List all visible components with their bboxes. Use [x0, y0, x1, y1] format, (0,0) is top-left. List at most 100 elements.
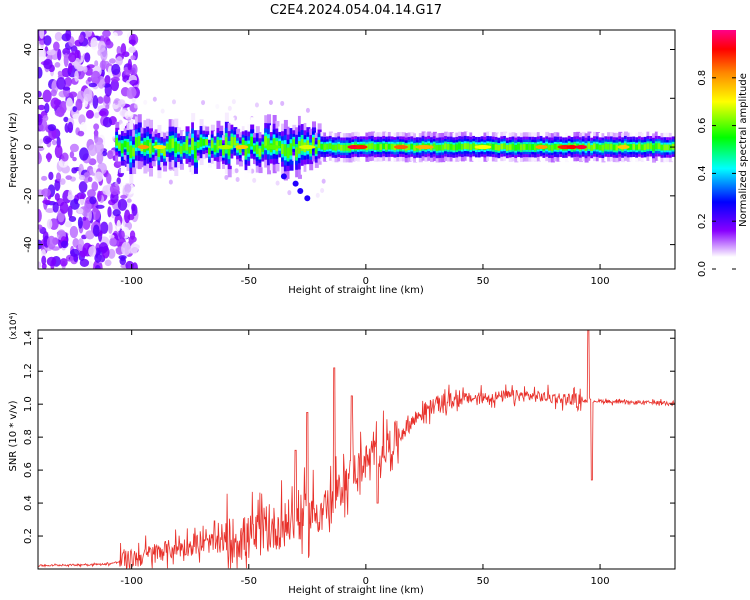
heatmap-band-cell [281, 143, 286, 155]
heatmap-peak-cell [535, 145, 548, 150]
heatmap-peak-cell [617, 145, 630, 150]
heatmap-scatter-cell [234, 168, 239, 174]
heatmap-noise-cell [43, 35, 52, 46]
heatmap-noise-cell [102, 30, 111, 38]
heatmap-noise-cell [39, 30, 45, 39]
heatmap-band-cell [469, 144, 474, 150]
snr-x-label: Height of straight line (km) [288, 585, 424, 596]
x-tick-label: 100 [591, 576, 610, 587]
heatmap-band-cell [666, 144, 671, 151]
heatmap-band-cell [387, 143, 392, 150]
heatmap-noise-cell [73, 253, 79, 263]
heatmap-band-cell [188, 146, 193, 154]
heatmap-noise-cell [54, 109, 65, 117]
heatmap-band-cell [331, 144, 336, 151]
heatmap-band-cell [455, 144, 460, 151]
heatmap-band-cell [368, 143, 373, 150]
heatmap-noise-cell [41, 255, 47, 266]
heatmap-band-cell [382, 143, 387, 150]
heatmap-noise-cell [67, 189, 73, 201]
heatmap-noise-cell [64, 77, 73, 87]
heatmap-noise-cell [38, 261, 42, 269]
heatmap-noise-cell [127, 58, 133, 73]
colorbar-label: Normalized spectral amplitude [738, 73, 749, 227]
heatmap-noise-cell [70, 198, 80, 210]
heatmap-noise-cell [64, 221, 72, 228]
heatmap-scatter-cell [160, 108, 165, 114]
spectrogram-y-ticks: -40 -20 0 20 40 [23, 43, 675, 253]
heatmap-band-cell [334, 144, 339, 151]
heatmap-band-cell [219, 139, 224, 148]
heatmap-band-cell [371, 143, 376, 150]
heatmap-band-cell [342, 144, 347, 151]
heatmap-band-cell [632, 143, 637, 150]
heatmap-band-cell [146, 139, 151, 151]
heatmap-noise-cell [54, 193, 60, 201]
heatmap-noise-cell [41, 263, 47, 269]
heatmap-noise-cell [42, 89, 52, 103]
y-tick-label: 0.4 [23, 495, 34, 511]
heatmap-noise-cell [69, 151, 75, 159]
heatmap-band-cell [250, 136, 255, 147]
heatmap-band-cell [134, 137, 139, 148]
heatmap-band-cell [165, 143, 170, 150]
heatmap-scatter-cell [227, 105, 232, 111]
heatmap-noise-cell [69, 143, 79, 153]
heatmap-peak-cell [354, 145, 368, 150]
heatmap-noise-cell [67, 205, 73, 219]
heatmap-band-cell [179, 146, 184, 154]
heatmap-noise-cell [47, 124, 57, 132]
spectrogram-y-label: Frequency (Hz) [8, 112, 19, 188]
heatmap-noise-cell [58, 59, 63, 73]
heatmap-band-cell [472, 143, 477, 150]
heatmap-band-cell [222, 148, 227, 156]
heatmap-band-cell [312, 137, 317, 146]
heatmap-noise-cell [83, 87, 93, 102]
heatmap-band-cell [320, 143, 325, 150]
heatmap-scatter-cell [131, 97, 136, 103]
heatmap-noise-cell [65, 97, 74, 111]
heatmap-band-cell [654, 143, 659, 150]
heatmap-noise-cell [87, 77, 92, 82]
heatmap-band-cell [241, 139, 246, 147]
heatmap-noise-cell [124, 209, 131, 224]
heatmap-noise-cell [77, 238, 85, 252]
colorbar-gradient [712, 30, 736, 269]
heatmap-noise-cell [128, 46, 137, 53]
heatmap-drift-cell [304, 195, 311, 202]
colorbar-tick-label: 0.6 [697, 118, 708, 134]
heatmap-noise-cell [117, 172, 123, 177]
heatmap-band-cell [160, 145, 165, 154]
heatmap-drift-cell [297, 187, 304, 194]
heatmap-band-cell [649, 143, 654, 150]
heatmap-noise-cell [97, 40, 106, 53]
heatmap-band-cell [264, 136, 269, 147]
heatmap-peak-cell [393, 145, 409, 150]
heatmap-band-cell [168, 139, 173, 150]
heatmap-band-cell [182, 144, 187, 151]
heatmap-noise-cell [85, 109, 94, 119]
heatmap-scatter-cell [280, 100, 285, 106]
heatmap-band-cell [449, 143, 454, 150]
heatmap-scatter-cell [118, 119, 123, 125]
heatmap-scatter-cell [125, 191, 130, 197]
heatmap-band-cell [295, 147, 300, 158]
heatmap-band-cell [435, 145, 440, 151]
heatmap-scatter-cell [305, 107, 310, 113]
heatmap-band-cell [205, 139, 210, 146]
heatmap-band-cell [615, 144, 620, 151]
heatmap-scatter-cell [320, 187, 325, 193]
heatmap-noise-cell [87, 189, 96, 198]
y-tick-label: 40 [23, 43, 34, 56]
heatmap-noise-cell [41, 249, 46, 258]
heatmap-scatter-cell [112, 136, 117, 142]
heatmap-peak-cell [566, 145, 578, 150]
heatmap-band-cell [519, 144, 524, 151]
y-tick-label: 20 [23, 92, 34, 105]
heatmap-band-cell [657, 143, 662, 150]
snr-y-scale-label: (x10⁴) [9, 312, 19, 339]
heatmap-noise-cell [130, 242, 139, 255]
heatmap-band-cell [607, 143, 612, 150]
heatmap-noise-cell [41, 175, 48, 181]
